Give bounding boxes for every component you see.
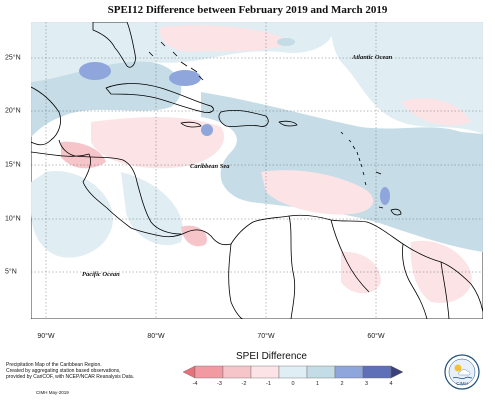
legend-tick-label: 1 <box>315 381 320 387</box>
legend-swatch <box>306 365 336 379</box>
footer-line: Precipitation Map of the Caribbean Regio… <box>6 362 102 368</box>
legend-swatch <box>334 365 364 379</box>
legend-tick-label: 4 <box>389 381 393 387</box>
legend-swatch <box>250 365 280 379</box>
legend-swatch <box>194 365 224 379</box>
graticule <box>31 22 483 319</box>
lat-tick-5n: 5°N <box>5 268 17 276</box>
lat-tick-25n: 25°N <box>5 54 21 62</box>
legend-colorbar <box>183 365 403 379</box>
map-canvas <box>31 22 483 319</box>
logo-caption: CIMH <box>456 381 468 386</box>
atlantic-ocean-label: Atlantic Ocean <box>352 54 393 61</box>
cimh-logo <box>444 354 480 390</box>
map-title: SPEI12 Difference between February 2019 … <box>107 4 388 16</box>
footer-credit: CIMH May-2019 <box>36 390 69 395</box>
footer-description: Precipitation Map of the Caribbean Regio… <box>6 362 146 381</box>
footer-line: provided by CariCOF, with NCEP/NCAR Rean… <box>6 374 135 381</box>
footer-line: Created by aggregating station based obs… <box>6 368 121 375</box>
legend-tick-label: -4 <box>192 381 198 387</box>
legend-tick-label: 3 <box>364 381 369 387</box>
lat-tick-20n: 20°N <box>5 107 21 115</box>
legend-arrow-max <box>390 365 403 379</box>
legend-arrow-min <box>183 365 196 379</box>
legend-tick-label: 2 <box>340 381 344 387</box>
lon-tick-60w: 60°W <box>367 333 385 340</box>
legend-tick-label: -1 <box>266 381 271 387</box>
cloud-icon <box>458 369 471 376</box>
lon-tick-90w: 90°W <box>37 333 55 340</box>
legend-tick-label: -2 <box>241 381 247 387</box>
legend-title: SPEI Difference <box>236 351 307 362</box>
lat-tick-10n: 10°N <box>5 215 21 223</box>
land-outlines <box>31 22 483 319</box>
lon-tick-70w: 70°W <box>257 333 275 340</box>
legend-swatch <box>278 365 308 379</box>
pacific-ocean-label: Pacific Ocean <box>82 271 120 278</box>
lat-tick-15n: 15°N <box>5 161 21 169</box>
legend-swatch <box>222 365 252 379</box>
lon-tick-80w: 80°W <box>147 333 165 340</box>
legend-swatch <box>362 365 392 379</box>
legend-tick-label: 0 <box>291 381 295 387</box>
anomaly-strong-positive <box>79 38 390 205</box>
caribbean-sea-label: Caribbean Sea <box>190 163 230 170</box>
legend-tick-label: -3 <box>217 381 222 387</box>
sun-icon <box>454 364 462 372</box>
